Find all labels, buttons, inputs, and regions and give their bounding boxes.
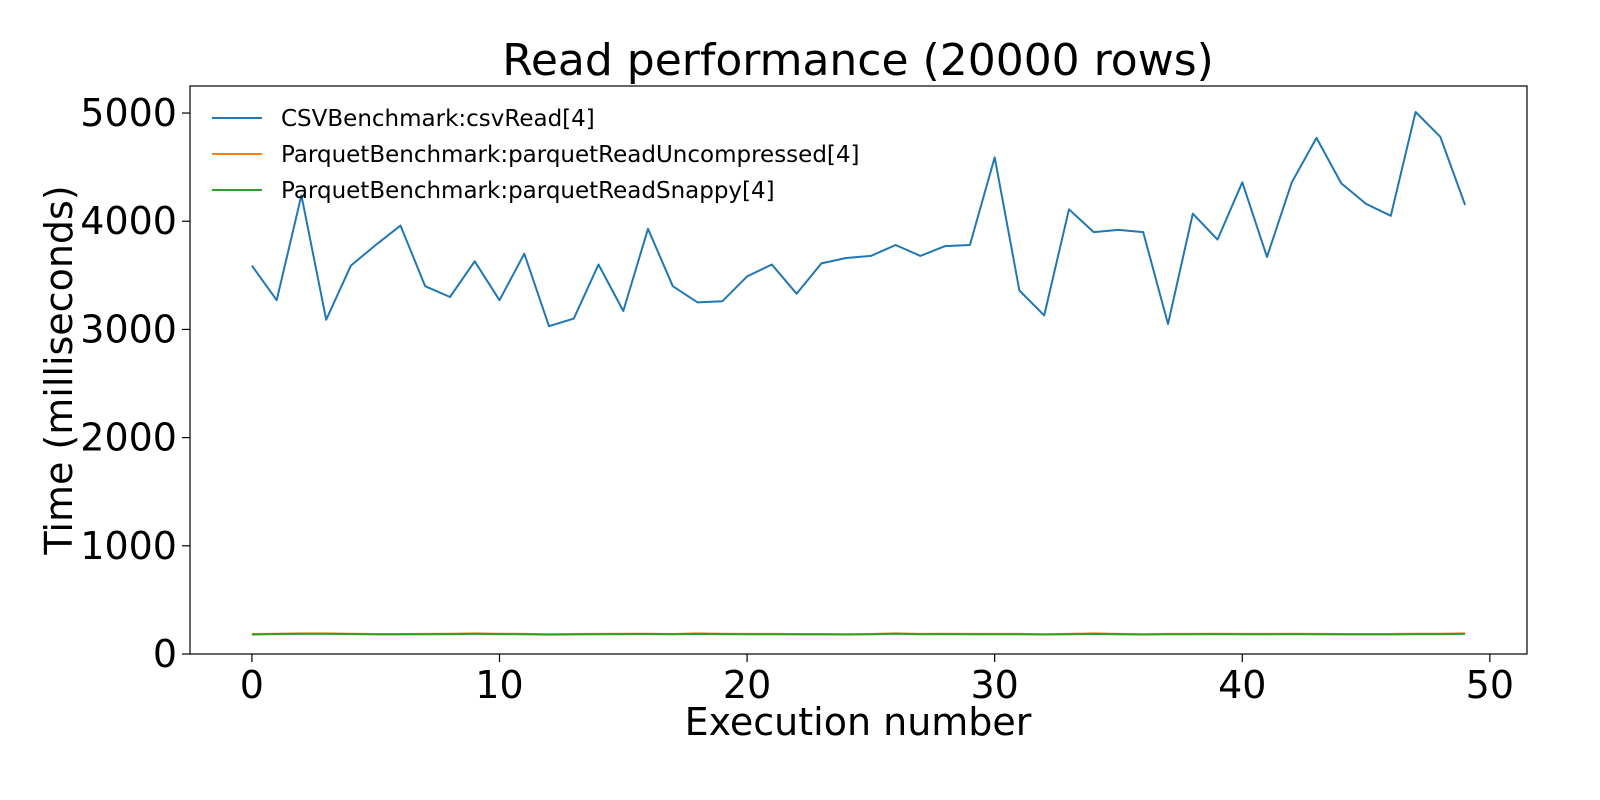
x-tick-label: 50: [1466, 663, 1514, 707]
legend-label-1: CSVBenchmark:csvRead[4]: [281, 106, 595, 132]
y-tick-label: 2000: [80, 416, 177, 460]
y-tick-label: 1000: [80, 524, 177, 568]
x-tick-label: 0: [240, 663, 264, 707]
legend-label-2: ParquetBenchmark:parquetReadUncompressed…: [281, 142, 860, 168]
y-tick-label: 4000: [80, 199, 177, 243]
y-tick-label: 0: [153, 632, 177, 676]
x-tick-label: 40: [1218, 663, 1266, 707]
legend-label-3: ParquetBenchmark:parquetReadSnappy[4]: [281, 178, 775, 204]
y-axis-label: Time (milliseconds): [37, 185, 81, 555]
chart-title: Read performance (20000 rows): [502, 35, 1214, 86]
legend: CSVBenchmark:csvRead[4] ParquetBenchmark:…: [212, 106, 860, 204]
x-axis-ticks: 0 10 20 30 40 50: [240, 654, 1514, 707]
y-tick-label: 5000: [80, 91, 177, 135]
x-axis-label: Execution number: [685, 700, 1032, 744]
plot-frame: [189, 85, 1528, 655]
y-tick-label: 3000: [80, 307, 177, 351]
series-line-3: [251, 632, 1466, 636]
series-line-1: [251, 111, 1467, 328]
series-layer: [251, 111, 1467, 636]
x-tick-label: 30: [970, 663, 1018, 707]
x-tick-label: 10: [475, 663, 523, 707]
x-tick-label: 20: [723, 663, 771, 707]
y-axis-ticks: 0 1000 2000 3000 4000 5000: [80, 91, 190, 676]
